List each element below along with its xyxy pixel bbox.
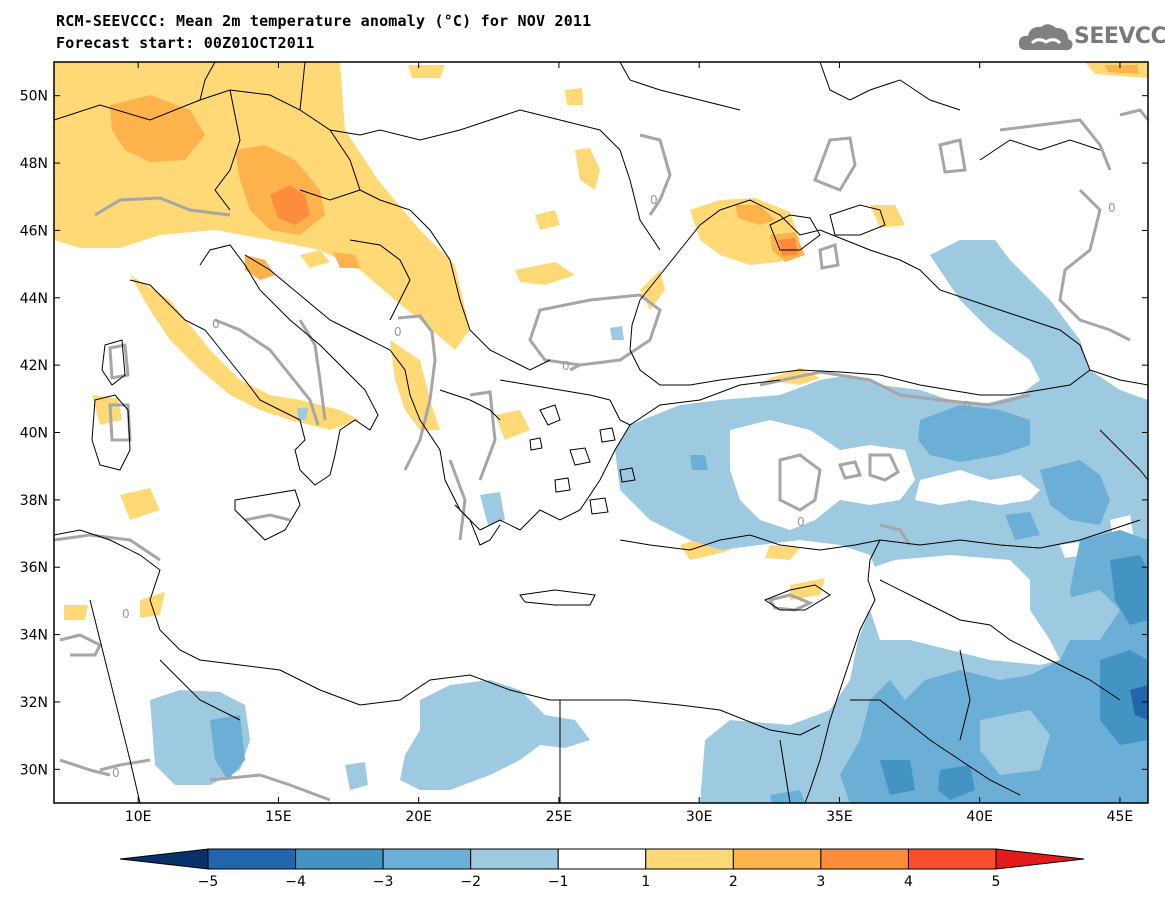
colorbar-label: 5 bbox=[992, 874, 1001, 890]
lon-tick-label: 25E bbox=[546, 809, 573, 825]
colorbar-label: 3 bbox=[816, 874, 825, 890]
logo-text: SEEVCCC bbox=[1074, 24, 1165, 49]
zero-anomaly-contours bbox=[54, 108, 1148, 802]
zero-contour-label: 0 bbox=[212, 317, 220, 331]
lat-tick-label: 38N bbox=[20, 493, 48, 509]
colorbar-segment bbox=[557, 848, 647, 870]
lon-tick-label: 40E bbox=[966, 809, 993, 825]
lon-tick-label: 45E bbox=[1107, 809, 1134, 825]
lat-tick-label: 40N bbox=[20, 426, 48, 442]
lat-tick-label: 46N bbox=[20, 223, 48, 239]
lat-tick-label: 50N bbox=[20, 89, 48, 105]
colorbar-segment bbox=[820, 848, 909, 870]
colorbar-segment bbox=[470, 848, 559, 870]
colorbar-segment bbox=[207, 848, 297, 870]
colorbar-label: 4 bbox=[904, 874, 913, 890]
map-plot-area: 0 0 0 0 0 0 0 0 0 bbox=[54, 62, 1148, 803]
zero-contour-label: 0 bbox=[122, 607, 130, 621]
colorbar-label: 2 bbox=[729, 874, 738, 890]
negative-anomaly-2-3 bbox=[210, 405, 1148, 803]
positive-anomaly-3-4 bbox=[270, 185, 798, 256]
zero-contour-label: 0 bbox=[797, 515, 805, 529]
lat-tick-label: 32N bbox=[20, 695, 48, 711]
negative-anomaly-3-4 bbox=[880, 555, 1148, 800]
colorbar-label: −4 bbox=[285, 874, 306, 890]
lon-tick-label: 20E bbox=[405, 809, 432, 825]
forecast-start-subtitle: Forecast start: 00Z01OCT2011 bbox=[56, 34, 315, 52]
colorbar-segment bbox=[907, 848, 997, 870]
colorbar: −5 −4 −3 −2 −1 1 2 3 4 5 bbox=[119, 848, 1085, 890]
zero-contour-label: 0 bbox=[112, 766, 120, 780]
zero-contour-label: 0 bbox=[650, 193, 658, 207]
colorbar-label: −3 bbox=[373, 874, 394, 890]
colorbar-label: 1 bbox=[641, 874, 650, 890]
colorbar-segment bbox=[732, 848, 822, 870]
cloud-logo-icon bbox=[1018, 24, 1073, 51]
lat-tick-label: 48N bbox=[20, 156, 48, 172]
zero-contour-label: 0 bbox=[394, 325, 402, 339]
lon-tick-label: 30E bbox=[686, 809, 713, 825]
colorbar-segment bbox=[382, 848, 472, 870]
seevccc-logo: SEEVCCC bbox=[1018, 20, 1165, 54]
lon-tick-label: 35E bbox=[826, 809, 853, 825]
lat-tick-label: 30N bbox=[20, 762, 48, 778]
lat-tick-label: 44N bbox=[20, 291, 48, 307]
map-axes: 10E 15E 20E 25E 30E 35E 40E 45E 50N 48N 46N 44N 42N 4… bbox=[20, 62, 1148, 825]
colorbar-max-extension bbox=[995, 848, 1085, 870]
colorbar-segment bbox=[295, 848, 384, 870]
lat-tick-label: 42N bbox=[20, 358, 48, 374]
zero-contour-labels: 0 0 0 0 0 0 0 0 0 bbox=[112, 193, 1116, 780]
lon-tick-label: 15E bbox=[265, 809, 292, 825]
coastlines-and-borders bbox=[54, 62, 1148, 803]
negative-anomaly-4-5 bbox=[1130, 685, 1148, 720]
colorbar-label: −1 bbox=[548, 874, 569, 890]
colorbar-min-extension bbox=[119, 848, 209, 870]
zero-contour-label: 0 bbox=[963, 399, 971, 413]
colorbar-label: −5 bbox=[198, 874, 219, 890]
lat-tick-label: 36N bbox=[20, 560, 48, 576]
near-normal-areas bbox=[730, 420, 1135, 665]
zero-contour-label: 0 bbox=[1108, 201, 1116, 215]
colorbar-segment bbox=[645, 848, 734, 870]
lon-tick-label: 10E bbox=[125, 809, 152, 825]
colorbar-label: −2 bbox=[460, 874, 481, 890]
zero-contour-label: 0 bbox=[562, 359, 570, 373]
lat-tick-label: 34N bbox=[20, 628, 48, 644]
negative-anomaly-1-2-inner bbox=[980, 590, 1120, 775]
map-title: RCM-SEEVCCC: Mean 2m temperature anomaly… bbox=[56, 12, 592, 30]
